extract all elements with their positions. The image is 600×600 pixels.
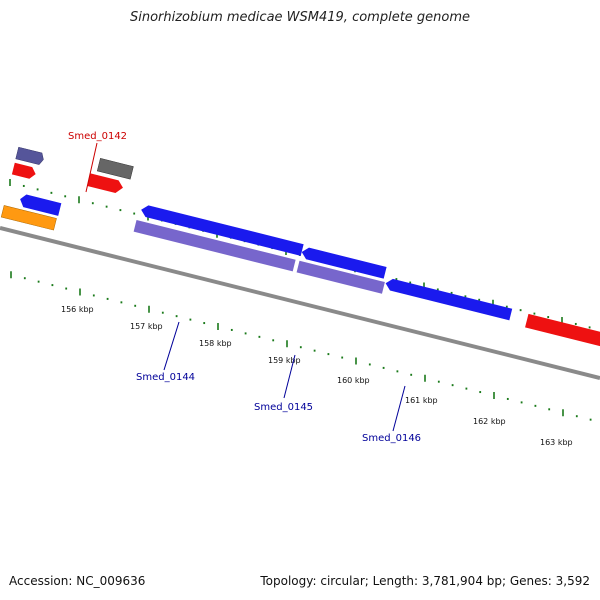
gene-features xyxy=(0,146,600,351)
accession-text: Accession: NC_009636 xyxy=(9,574,146,588)
gene-label-smed-0144[interactable]: Smed_0144 xyxy=(136,372,195,383)
gene-label-smed-0142[interactable]: Smed_0142 xyxy=(68,131,127,142)
scale-labels: 156 kbp 157 kbp 158 kbp 159 kbp 160 kbp … xyxy=(61,305,573,447)
gene-feature-red-right[interactable] xyxy=(525,313,600,351)
scale-label-161: 161 kbp xyxy=(405,396,438,405)
gene-feature-lavender-0145[interactable] xyxy=(296,260,385,294)
gene-feature-lavender-0144[interactable] xyxy=(133,219,296,272)
scale-label-159: 159 kbp xyxy=(268,356,301,365)
scale-label-157: 157 kbp xyxy=(130,322,163,331)
scale-label-156: 156 kbp xyxy=(61,305,94,314)
gene-label-smed-0146[interactable]: Smed_0146 xyxy=(362,433,421,444)
gene-feature-blue-0144[interactable] xyxy=(140,204,304,256)
gene-feature-red-0142[interactable] xyxy=(87,173,124,194)
leader-smed-0146 xyxy=(392,385,406,432)
leader-smed-0145 xyxy=(283,354,296,399)
scale-label-160: 160 kbp xyxy=(337,376,370,385)
genome-backbone xyxy=(0,226,600,380)
gene-feature-grey[interactable] xyxy=(96,158,134,180)
scale-label-158: 158 kbp xyxy=(199,339,232,348)
gene-feature-blue-left[interactable] xyxy=(18,193,62,216)
genome-summary-text: Topology: circular; Length: 3,781,904 bp… xyxy=(260,574,590,588)
leader-smed-0142 xyxy=(85,142,98,193)
inner-tick-track xyxy=(10,271,592,421)
gene-feature-red-left[interactable] xyxy=(11,162,37,180)
gene-feature-slate[interactable] xyxy=(15,146,45,165)
scale-label-163: 163 kbp xyxy=(540,438,573,447)
map-title: Sinorhizobium medicae WSM419, complete g… xyxy=(129,10,471,25)
scale-label-162: 162 kbp xyxy=(473,417,506,426)
gene-feature-orange[interactable] xyxy=(0,205,57,231)
leader-smed-0144 xyxy=(163,321,180,371)
gene-label-smed-0145[interactable]: Smed_0145 xyxy=(254,402,313,413)
gene-feature-blue-0145[interactable] xyxy=(300,246,387,279)
gene-feature-blue-0146[interactable] xyxy=(384,277,513,321)
